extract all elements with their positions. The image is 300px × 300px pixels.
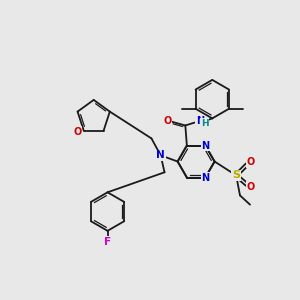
Text: N: N [156, 150, 165, 160]
Text: S: S [232, 170, 240, 180]
Text: N: N [196, 116, 204, 126]
Text: O: O [247, 157, 255, 167]
Text: O: O [247, 182, 255, 192]
Text: N: N [201, 140, 209, 151]
Text: O: O [164, 116, 172, 126]
Text: O: O [73, 127, 81, 137]
Text: N: N [201, 172, 209, 182]
Text: F: F [104, 237, 111, 247]
Text: H: H [201, 119, 208, 128]
